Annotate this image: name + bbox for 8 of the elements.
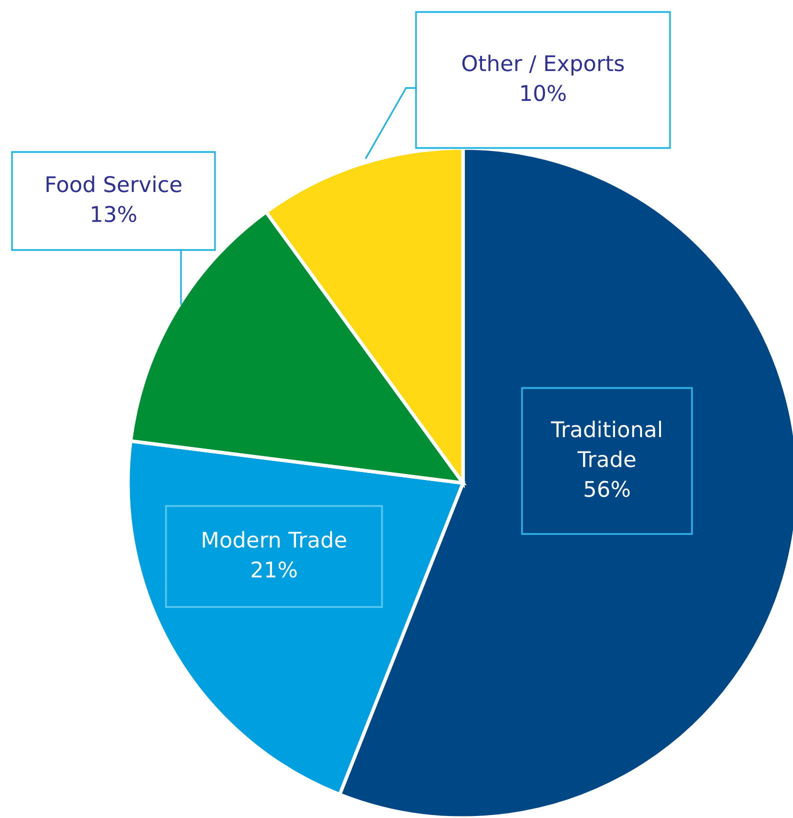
slice-label: Modern Trade: [202, 531, 346, 548]
data-label: 56%: [584, 480, 630, 498]
slice-label: Traditional Trade: [550, 420, 662, 468]
data-label: 13%: [92, 206, 136, 222]
slice-label: Food Service: [46, 176, 182, 192]
data-label: 21%: [252, 561, 297, 578]
data-label: 10%: [521, 84, 566, 102]
slice-label: Other / Exports: [462, 54, 624, 76]
